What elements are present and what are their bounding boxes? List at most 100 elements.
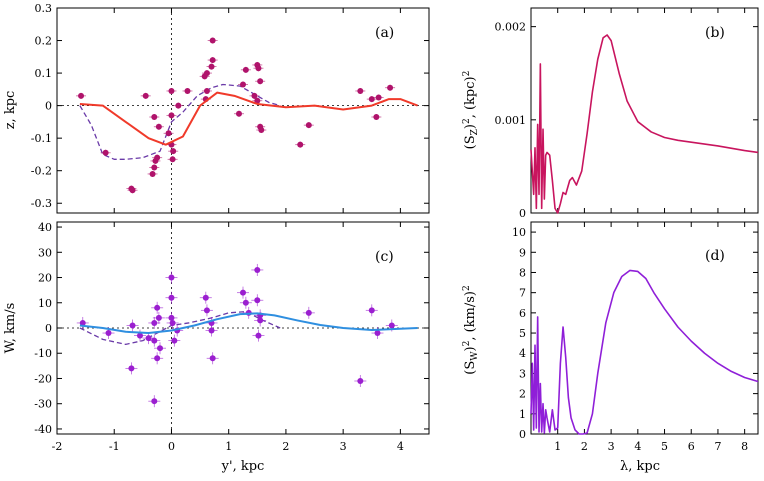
panel-b-label: (b)	[705, 25, 725, 41]
panel-c-data-point	[168, 294, 175, 301]
panel-a-data-point	[209, 57, 216, 64]
panel-d-ytick-label: 1	[519, 408, 526, 421]
panel-c-data-point	[357, 378, 364, 384]
panel-d-xtick-label: 3	[608, 440, 615, 453]
panel-c-ytick-label: -20	[34, 372, 52, 385]
panel-b-ylabel-prefix: (S	[463, 135, 478, 149]
panel-b-ylabel-unit: , (kpc)	[463, 76, 478, 118]
panel-a-data-point	[240, 81, 246, 88]
panel-a-data-point	[154, 154, 161, 161]
panel-a-label: (a)	[375, 25, 394, 41]
panel-a-data-point	[373, 114, 380, 121]
panel-b-ytick-label: 0.002	[495, 21, 527, 34]
panel-c-data-point	[255, 332, 262, 339]
panel-c-data-point	[157, 345, 164, 352]
panel-c-xlabel: y', kpc	[221, 459, 265, 474]
panel-c-data-point	[128, 365, 135, 372]
panel-c-data-point	[168, 314, 175, 321]
panel-b-ylabel-sub: Z	[470, 129, 480, 135]
panel-d-ytick-label: 3	[519, 367, 526, 380]
panel-c-data-point	[240, 289, 246, 296]
panel-a-ytick-label: 0.1	[35, 67, 53, 80]
panel-c-data-point	[151, 337, 158, 344]
panel-a-model-curve	[79, 91, 418, 146]
panel-a-data-point	[297, 141, 304, 148]
panel-a-data-point	[209, 37, 216, 44]
panel-d-ylabel-sup2: 2	[462, 285, 472, 291]
panel-c-data-point	[202, 294, 209, 301]
panel-c-xtick-label: 3	[340, 440, 347, 453]
panel-c-data-point	[209, 355, 216, 362]
panel-a-ytick-label: -0.2	[31, 165, 52, 178]
panel-c-data-point	[169, 319, 176, 326]
panel-a-data-point	[142, 92, 149, 99]
panel-c-data-point	[154, 304, 161, 311]
panel-c: (c) W, km/s y', kpc -40-30-20-1001020304…	[3, 221, 430, 474]
panel-c-ytick-label: -30	[34, 398, 52, 411]
panel-c-xtick-label: 1	[225, 440, 232, 453]
panel-d-frame	[530, 221, 759, 435]
panel-d-ytick-label: 4	[519, 347, 526, 360]
panel-a-ytick-label: 0.2	[35, 35, 53, 48]
panel-a-frame	[56, 7, 430, 214]
panel-b-ytick-label: 0.001	[495, 114, 527, 127]
panel-a-data-point	[151, 164, 158, 171]
panel-d-ytick-label: 5	[519, 327, 526, 340]
panel-c-data-point	[368, 307, 375, 314]
panel-a-data-point	[175, 102, 182, 109]
panel-a-data-point	[168, 87, 175, 94]
panel-a-data-point	[184, 87, 191, 94]
panel-a-ytick-label: 0.3	[35, 2, 53, 15]
panel-d-ylabel-sub: W	[470, 351, 480, 361]
panel-d-ylabel-unit: , (km/s)	[463, 291, 478, 341]
panel-d-xtick-label: 5	[661, 440, 668, 453]
panel-c-ytick-label: 30	[38, 246, 52, 259]
panel-a-data-point	[242, 66, 249, 73]
panel-d-ytick-label: 6	[519, 307, 526, 320]
panel-a-dashed-curve	[79, 83, 281, 160]
panel-a-data-point	[235, 110, 242, 117]
panel-d-ytick-label: 10	[512, 226, 526, 239]
panel-d-ytick-label: 7	[519, 287, 526, 300]
panel-c-data-point	[129, 322, 136, 329]
panel-c-data-point	[151, 319, 158, 326]
panel-c-data-point	[151, 398, 158, 405]
panel-a-data-point	[169, 156, 176, 163]
panel-d-xtick-label: 4	[634, 440, 641, 453]
panel-a-ylabel: z, kpc	[3, 91, 18, 130]
panel-d-xtick-label: 2	[581, 440, 588, 453]
panel-a-data-point	[168, 112, 175, 119]
panel-d-ytick-label: 8	[519, 266, 526, 279]
panel-c-data-point	[155, 314, 162, 321]
panel-c-ytick-label: 40	[38, 221, 52, 234]
panel-c-model-curve	[79, 312, 418, 335]
panel-b-spectrum-line	[530, 34, 759, 214]
panel-a-data-point	[102, 149, 109, 156]
panel-a-data-point	[203, 87, 210, 94]
panel-a-data-point	[251, 92, 258, 99]
panel-c-xtick-label: 4	[397, 440, 404, 453]
panel-c-data-point	[388, 322, 395, 329]
panel-a-data-point	[129, 187, 136, 194]
panel-d-label: (d)	[705, 248, 725, 264]
panel-a: (a) z, kpc -0.3 -0.2 -0.1 0 0.1 0.2 0.3	[3, 2, 430, 214]
panel-a-data-point	[78, 92, 85, 99]
panel-c-xtick-label: 2	[282, 440, 289, 453]
panel-d-xtick-label: 8	[741, 440, 748, 453]
panel-a-ytick-label: -0.3	[31, 197, 52, 210]
panel-a-data-point	[258, 127, 265, 134]
panel-c-data-point	[208, 327, 215, 334]
panel-a-data-point	[208, 63, 215, 70]
panel-b-ylabel-sup2: 2	[462, 71, 472, 77]
panel-d-ytick-label: 9	[519, 246, 526, 259]
panel-d-xtick-label: 1	[554, 440, 561, 453]
panel-a-data-point	[387, 84, 394, 91]
panel-d-ylabel-mid: )	[463, 346, 478, 351]
panel-c-ytick-label: 20	[38, 272, 52, 285]
panel-c-data-point	[136, 332, 143, 339]
panel-a-data-point	[254, 97, 261, 104]
panel-a-data-point	[255, 65, 262, 72]
